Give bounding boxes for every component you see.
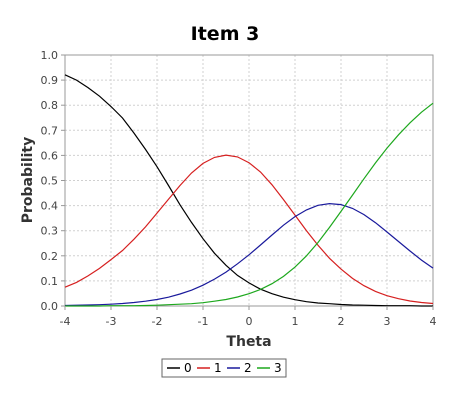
x-tick-label: -2 [152, 315, 163, 328]
x-tick-label: 1 [292, 315, 299, 328]
y-tick-label: 1.0 [41, 49, 59, 62]
x-axis-title: Theta [226, 334, 271, 350]
y-tick-label: 0.6 [41, 149, 59, 162]
legend-label-0: 0 [184, 361, 192, 375]
legend-label-3: 3 [274, 361, 282, 375]
y-tick-label: 0.0 [41, 300, 59, 313]
x-tick-label: 2 [338, 315, 345, 328]
y-axis-title: Probability [20, 137, 36, 224]
y-tick-label: 0.3 [41, 225, 59, 238]
series-line-1 [64, 154, 434, 305]
grid-lines [64, 54, 434, 307]
y-tick-label: 0.5 [41, 175, 59, 188]
legend-label-1: 1 [214, 361, 222, 375]
series-lines [64, 74, 434, 307]
y-tick-label: 0.9 [41, 74, 59, 87]
legend-frame [161, 358, 287, 378]
y-axis: 0.0 0.1 0.2 0.3 0.4 0.5 0.6 0.7 0.8 0.9 1.0 [41, 49, 65, 313]
x-tick-label: -4 [60, 315, 71, 328]
x-tick-label: 3 [384, 315, 391, 328]
chart-title: Item 3 [191, 23, 260, 45]
y-tick-label: 0.7 [41, 124, 59, 137]
y-tick-label: 0.8 [41, 99, 59, 112]
legend: 0 1 2 3 [161, 358, 287, 378]
x-tick-label: 4 [430, 315, 437, 328]
series-line-3 [65, 102, 434, 307]
x-tick-label: -3 [106, 315, 117, 328]
series-line-2 [64, 202, 434, 307]
x-tick-label: -1 [198, 315, 209, 328]
series-line-0 [64, 74, 433, 307]
y-tick-label: 0.4 [41, 200, 59, 213]
x-axis: -4 -3 -2 -1 0 1 2 3 4 [60, 306, 437, 328]
x-tick-label: 0 [246, 315, 253, 328]
y-tick-label: 0.2 [41, 250, 59, 263]
legend-label-2: 2 [244, 361, 252, 375]
y-tick-label: 0.1 [41, 275, 59, 288]
